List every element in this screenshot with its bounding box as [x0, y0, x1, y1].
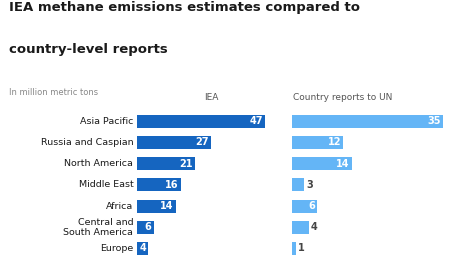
Text: 3: 3 [307, 180, 313, 190]
Text: North America: North America [64, 159, 133, 168]
Text: 47: 47 [250, 116, 263, 126]
Text: 4: 4 [139, 243, 146, 253]
Bar [292, 136, 343, 149]
Text: 16: 16 [165, 180, 179, 190]
Text: 14: 14 [160, 201, 173, 211]
Bar [137, 115, 265, 128]
Text: 14: 14 [337, 159, 350, 169]
Text: Central and
South America: Central and South America [64, 218, 133, 237]
Text: Africa: Africa [106, 202, 133, 211]
Bar [292, 178, 304, 192]
Bar [137, 242, 148, 255]
Bar [137, 157, 195, 170]
Text: 4: 4 [311, 222, 318, 232]
Text: Russia and Caspian: Russia and Caspian [41, 138, 133, 147]
Text: Middle East: Middle East [79, 180, 133, 189]
Text: 1: 1 [298, 243, 305, 253]
Text: IEA: IEA [204, 93, 218, 102]
Text: Asia Pacific: Asia Pacific [80, 117, 133, 126]
Text: 35: 35 [427, 116, 441, 126]
Bar [292, 200, 318, 213]
Bar [292, 221, 309, 234]
Text: Country reports to UN: Country reports to UN [293, 93, 392, 102]
Bar [292, 242, 296, 255]
Text: Europe: Europe [100, 244, 133, 253]
Bar [137, 178, 181, 192]
Text: 6: 6 [309, 201, 315, 211]
Text: 12: 12 [328, 138, 341, 147]
Bar [292, 115, 443, 128]
Text: 27: 27 [195, 138, 209, 147]
Bar [137, 136, 211, 149]
Text: 6: 6 [145, 222, 152, 232]
Text: country-level reports: country-level reports [9, 43, 168, 56]
Text: 21: 21 [179, 159, 192, 169]
Text: IEA methane emissions estimates compared to: IEA methane emissions estimates compared… [9, 1, 361, 14]
Text: In million metric tons: In million metric tons [9, 88, 99, 97]
Bar [292, 157, 352, 170]
Bar [137, 221, 154, 234]
Bar [137, 200, 175, 213]
